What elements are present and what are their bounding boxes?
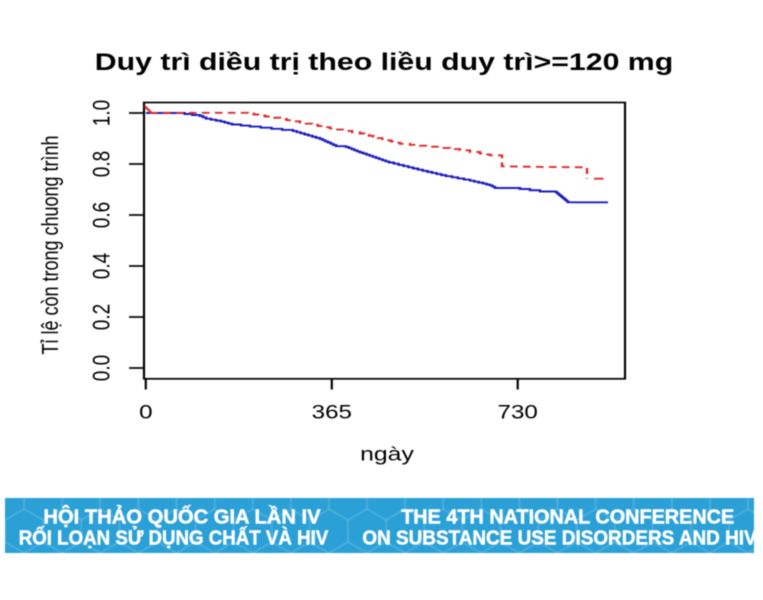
svg-text:HỘI THẢO QUỐC GIA LẦN IV: HỘI THẢO QUỐC GIA LẦN IV [43,504,321,528]
svg-text:Tỉ lệ còn trong chuong trình: Tỉ lệ còn trong chuong trình [38,136,64,355]
svg-text:0.6: 0.6 [87,202,115,228]
svg-text:0.4: 0.4 [87,253,115,279]
svg-text:0: 0 [139,401,152,423]
svg-text:0.0: 0.0 [87,355,115,381]
svg-text:THE 4TH NATIONAL CONFERENCE: THE 4TH NATIONAL CONFERENCE [401,506,734,528]
svg-text:Duy trì diều trị theo liều duy: Duy trì diều trị theo liều duy trì>=120 … [95,48,673,75]
svg-text:RỐI LOẠN SỬ DỤNG CHẤT VÀ HIV: RỐI LOẠN SỬ DỤNG CHẤT VÀ HIV [19,525,329,550]
svg-text:ngày: ngày [360,443,415,465]
svg-text:1.0: 1.0 [87,100,115,126]
svg-text:365: 365 [312,401,352,423]
svg-text:ON SUBSTANCE USE DISORDERS AND: ON SUBSTANCE USE DISORDERS AND HIV [362,527,757,550]
svg-text:0.2: 0.2 [87,304,115,330]
svg-text:0.8: 0.8 [87,151,115,177]
svg-text:730: 730 [498,401,538,423]
